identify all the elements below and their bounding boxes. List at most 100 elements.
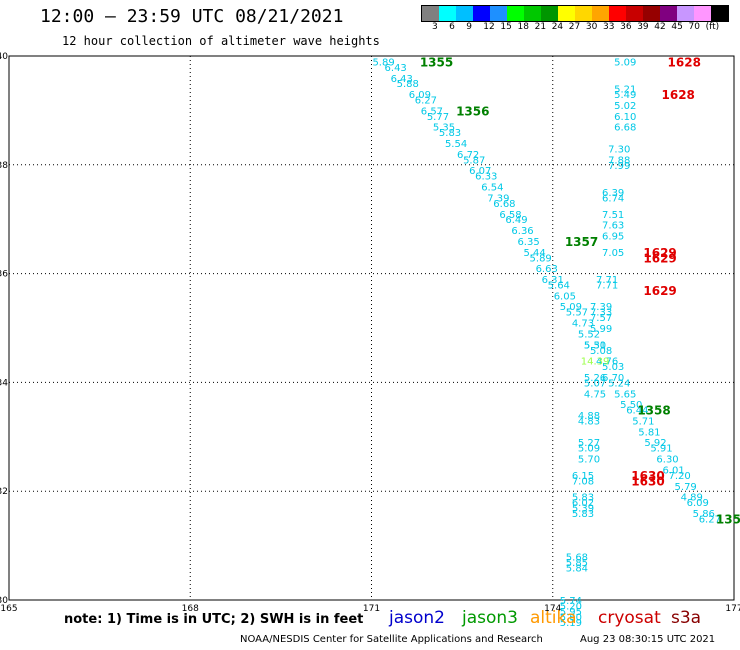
- mission-altika: altika: [530, 608, 577, 628]
- wave-height-label: 6.33: [475, 172, 497, 183]
- wave-height-label: 5.83: [439, 128, 461, 139]
- wave-height-label: 6.44: [626, 406, 648, 417]
- wave-height-label: 5.07: [584, 378, 606, 389]
- wave-height-label: 6.74: [602, 193, 624, 204]
- mission-jason2: jason2: [389, 608, 445, 628]
- x-tick-label: 171: [363, 604, 380, 614]
- y-tick-label: 32: [0, 487, 8, 497]
- x-tick-label: 165: [0, 604, 17, 614]
- legend-label: 24: [551, 22, 564, 32]
- legend-swatch: [524, 6, 541, 21]
- legend-label: 36: [620, 22, 632, 32]
- wave-height-label: 7.08: [572, 476, 594, 487]
- wave-height-label: 5.60: [560, 612, 582, 623]
- wave-height-label: 5.83: [572, 493, 594, 504]
- wave-height-label: 6.95: [602, 232, 624, 243]
- wave-height-label: 6.07: [469, 166, 491, 177]
- color-scale-legend: [421, 5, 729, 22]
- wave-height-label: 6.58: [499, 210, 521, 221]
- wave-height-label: 7.33: [590, 308, 612, 319]
- y-tick-label: 34: [0, 378, 8, 388]
- legend-label: (ft): [705, 22, 720, 32]
- pass-time-label: 1628: [668, 55, 701, 69]
- legend-swatch: [626, 6, 643, 21]
- legend-swatch: [473, 6, 490, 21]
- wave-height-label: 4.83: [578, 416, 600, 427]
- legend-label: 15: [500, 22, 512, 32]
- wave-height-label: 5.27: [578, 438, 600, 449]
- wave-height-label: 5.64: [548, 280, 570, 291]
- y-tick-label: 38: [0, 161, 8, 171]
- pass-time-label: 1356: [456, 104, 489, 118]
- legend-swatch: [507, 6, 524, 21]
- credit-line: NOAA/NESDIS Center for Satellite Applica…: [240, 634, 543, 645]
- mission-s3a: s3a: [671, 608, 702, 628]
- wave-height-label: 5.95: [560, 607, 582, 618]
- legend-label: 70: [688, 22, 700, 32]
- wave-height-label: 6.15: [572, 471, 594, 482]
- wave-height-label: 5.71: [632, 416, 654, 427]
- pass-time-label: 1359: [716, 512, 740, 526]
- wave-height-label: 6.01: [662, 465, 684, 476]
- legend-label: 39: [637, 22, 649, 32]
- wave-height-label: 6.63: [536, 264, 558, 275]
- wave-height-label: 4.76: [596, 357, 618, 368]
- legend-label: 33: [603, 22, 615, 32]
- legend-label: 21: [534, 22, 547, 32]
- wave-height-label: 6.27: [699, 514, 721, 525]
- y-tick-label: 30: [0, 596, 8, 606]
- wave-height-label: 5.99: [590, 324, 612, 335]
- wave-height-label: 7.39: [590, 302, 612, 313]
- legend-label: 42: [654, 22, 666, 32]
- legend-swatch: [541, 6, 558, 21]
- wave-height-label: 6.10: [614, 112, 636, 123]
- x-tick-label: 174: [544, 604, 561, 614]
- wave-height-label: 5.81: [638, 427, 660, 438]
- wave-height-label: 6.43: [385, 63, 407, 74]
- wave-height-label: 5.09: [560, 302, 582, 313]
- wave-height-label: 5.50: [620, 400, 642, 411]
- wave-height-label: 5.49: [614, 90, 636, 101]
- wave-height-label: 6.09: [687, 498, 709, 509]
- wave-height-label: 5.09: [614, 57, 636, 68]
- y-tick-label: 40: [0, 52, 8, 62]
- wave-height-label: 5.84: [566, 563, 588, 574]
- wave-height-label: 7.30: [608, 144, 630, 155]
- wave-height-label: 5.52: [578, 329, 600, 340]
- wave-height-label: 7.99: [608, 161, 630, 172]
- wave-height-label: 6.30: [656, 455, 678, 466]
- wave-height-label: 7.51: [602, 210, 624, 221]
- chart-title: 12:00 — 23:59 UTC 08/21/2021: [40, 6, 344, 27]
- generation-timestamp: Aug 23 08:30:15 UTC 2021: [580, 634, 716, 645]
- legend-label: 27: [568, 22, 581, 32]
- wave-height-label: 6.68: [614, 123, 636, 134]
- wave-height-label: 5.02: [614, 101, 636, 112]
- wave-height-label: 7.88: [608, 155, 630, 166]
- wave-height-label: 5.44: [523, 248, 545, 259]
- mission-cryosat: cryosat: [598, 608, 661, 628]
- wave-height-label: 5.83: [572, 509, 594, 520]
- wave-height-label: 5.92: [644, 438, 666, 449]
- wave-height-label: 5.68: [566, 552, 588, 563]
- wave-height-label: 5.91: [650, 444, 672, 455]
- legend-label: 18: [517, 22, 529, 32]
- legend-swatch: [677, 6, 694, 21]
- wave-height-label: 4.73: [572, 319, 594, 330]
- legend-swatch: [694, 6, 711, 21]
- wave-height-label: 5.87: [463, 155, 485, 166]
- wave-height-label: 7.63: [602, 221, 624, 232]
- legend-swatch: [660, 6, 677, 21]
- wave-height-label: 5.08: [590, 346, 612, 357]
- wave-height-label: 5.79: [675, 482, 697, 493]
- legend-swatch: [558, 6, 575, 21]
- legend-swatch: [490, 6, 507, 21]
- wave-height-label: 5.65: [614, 389, 636, 400]
- chart-subtitle: 12 hour collection of altimeter wave hei…: [62, 34, 380, 48]
- pass-time-label: 1358: [637, 404, 670, 418]
- x-tick-label: 168: [182, 604, 199, 614]
- wave-height-label: 5.57: [566, 308, 588, 319]
- wave-height-label: 7.57: [590, 313, 612, 324]
- pass-time-label: 1628: [662, 88, 695, 102]
- pass-time-label: 1630: [631, 474, 664, 488]
